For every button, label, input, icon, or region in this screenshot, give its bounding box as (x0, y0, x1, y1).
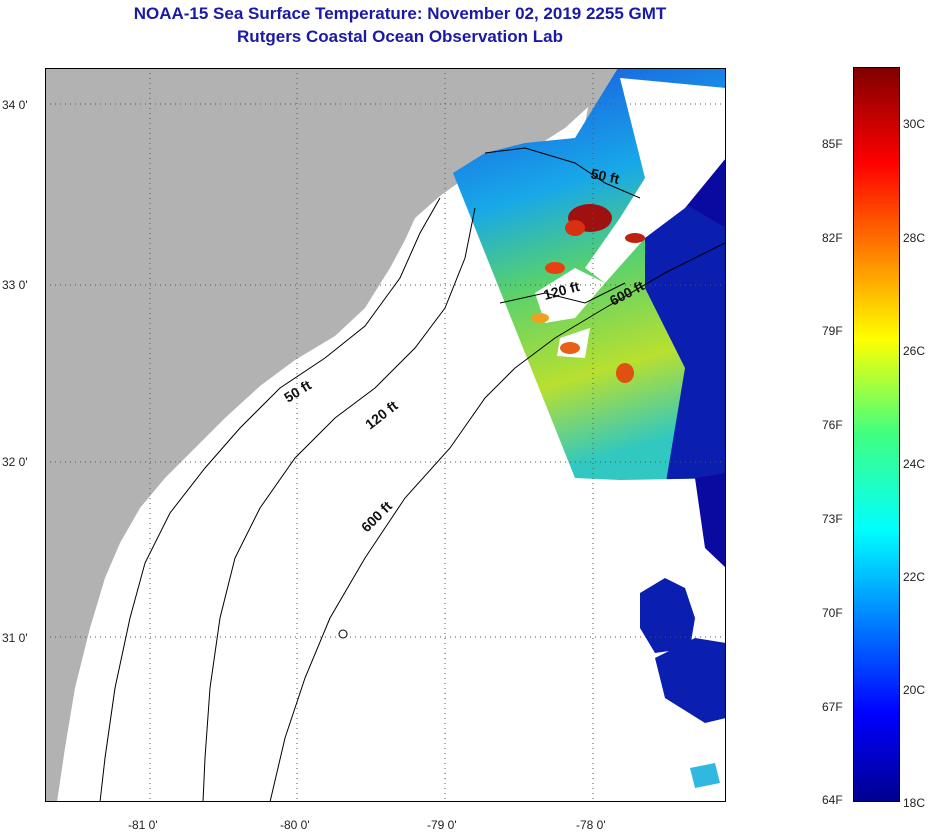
contour-120ft-north (499, 282, 626, 304)
map-frame (45, 68, 726, 802)
depth-label-50-ne: 50 ft (589, 165, 621, 187)
cbar-c-28: 28C (903, 231, 926, 245)
cold-patch-southeast (655, 638, 726, 723)
contour-50ft (99, 197, 441, 802)
cbar-c-22: 22C (903, 570, 926, 584)
cold-patch-south (640, 578, 695, 653)
cold-patch-east (695, 473, 726, 568)
colorbar (853, 67, 900, 802)
cbar-f-70: 70F (822, 606, 843, 620)
cbar-f-73: 73F (822, 512, 843, 526)
lat-label-31: 31 0' (2, 631, 28, 645)
lon-label-80: -80 0' (280, 818, 310, 832)
teal-patch-bottom (690, 763, 720, 788)
lon-label-78: -78 0' (576, 818, 606, 832)
map-title: NOAA-15 Sea Surface Temperature: Novembe… (133, 4, 667, 23)
lon-label-81: -81 0' (128, 818, 158, 832)
cbar-f-85: 85F (822, 137, 843, 151)
lon-label-79: -79 0' (427, 818, 457, 832)
cbar-f-76: 76F (822, 418, 843, 432)
lat-label-33: 33 0' (2, 278, 28, 292)
cbar-c-20: 20C (903, 683, 926, 697)
land-mass (45, 68, 618, 802)
contour-50ft-north (484, 147, 641, 199)
cbar-f-79: 79F (822, 324, 843, 338)
cbar-f-82: 82F (822, 231, 843, 245)
lat-label-32: 32 0' (2, 455, 28, 469)
contour-600ft (269, 242, 726, 802)
cbar-c-30: 30C (903, 117, 926, 131)
contour-120ft (202, 207, 476, 802)
lat-label-34: 34 0' (2, 98, 28, 112)
map-subtitle: Rutgers Coastal Ocean Observation Lab (237, 27, 563, 46)
cbar-c-26: 26C (903, 344, 926, 358)
cbar-c-18: 18C (903, 796, 926, 810)
cbar-c-24: 24C (903, 457, 926, 471)
cbar-f-64: 64F (822, 793, 843, 807)
sst-map: 50 ft 120 ft 600 ft 50 ft 120 ft 600 ft (45, 68, 726, 802)
cbar-f-67: 67F (822, 700, 843, 714)
graticule (45, 68, 726, 802)
bathymetry-contours (99, 147, 726, 802)
